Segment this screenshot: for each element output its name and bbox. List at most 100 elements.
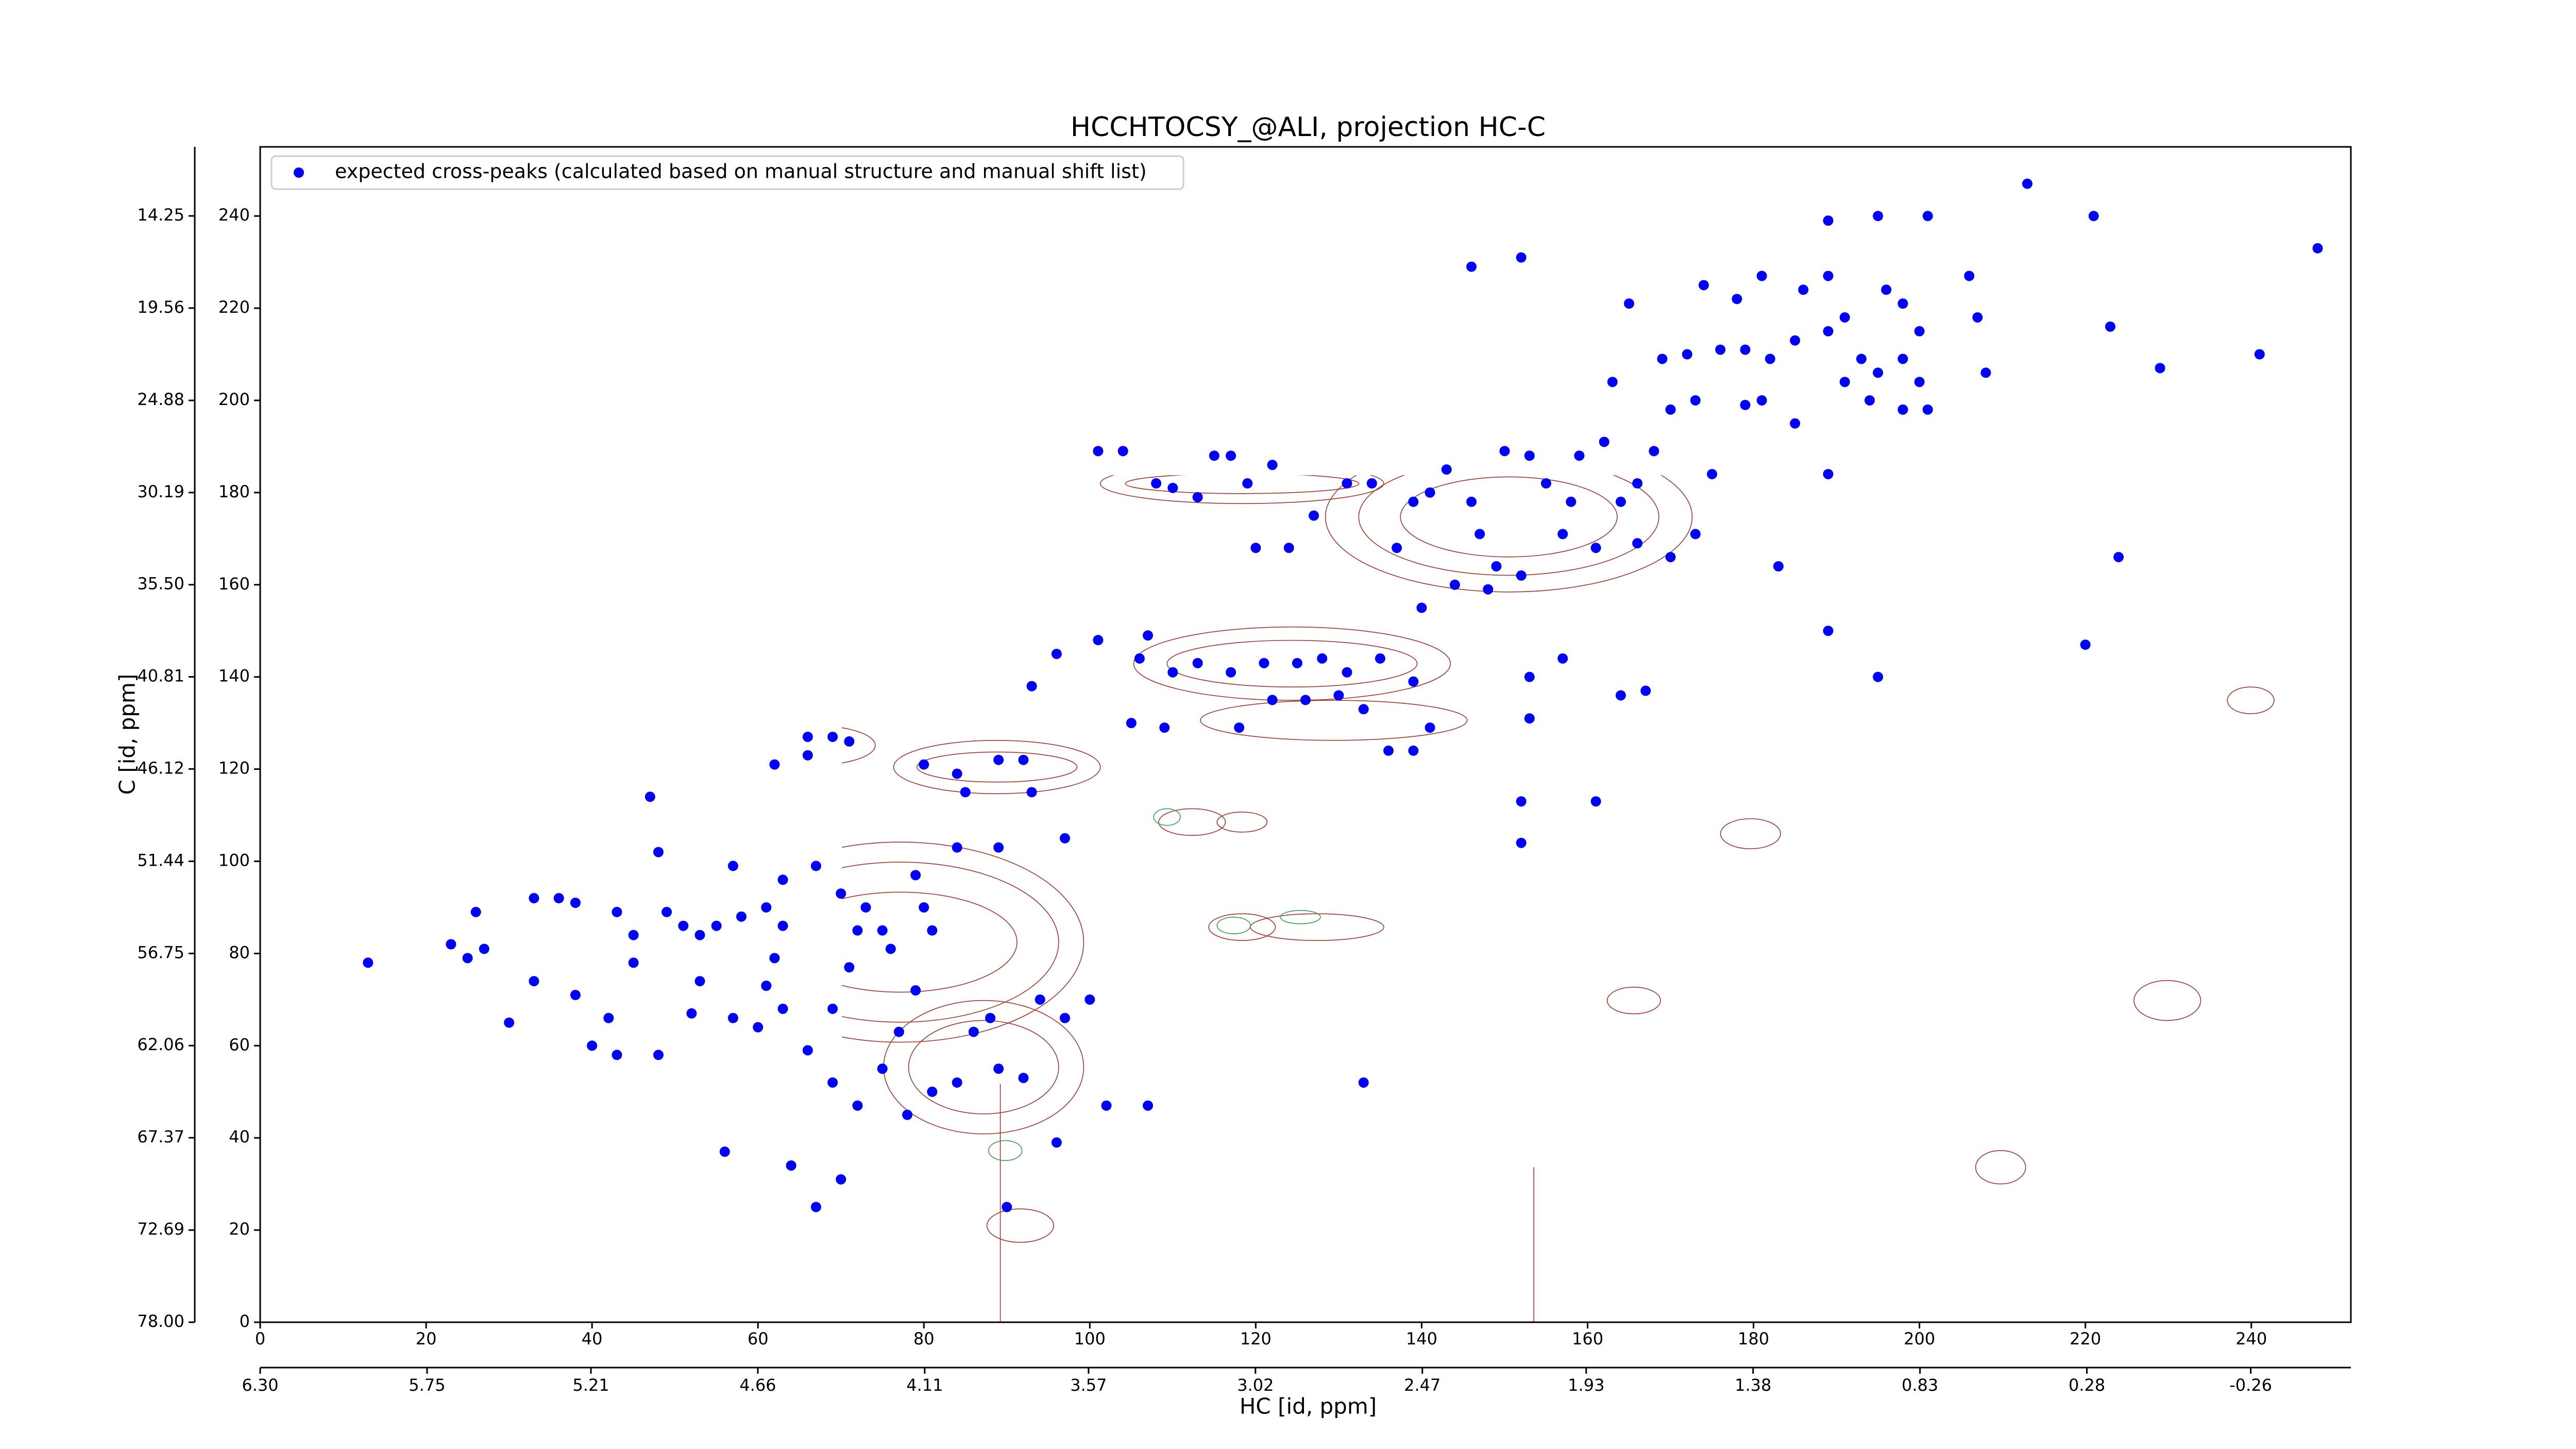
x2-tick-label: 1.38 [1735, 1375, 1771, 1395]
cross-peak [1342, 478, 1352, 488]
cross-peak [1682, 349, 1692, 360]
cross-peak [1192, 658, 1203, 668]
cross-peak [1358, 704, 1369, 715]
x2-tick-label: 3.57 [1070, 1375, 1107, 1395]
y2-tick-label: 46.12 [137, 758, 184, 778]
cross-peak [1483, 584, 1494, 595]
cross-peak [802, 1045, 813, 1056]
cross-peak [1897, 298, 1908, 309]
cross-peak [678, 920, 689, 931]
y2-tick-label: 30.19 [137, 482, 184, 501]
x2-tick-label: 2.47 [1404, 1375, 1440, 1395]
cross-peak [1740, 399, 1751, 410]
cross-peak [844, 962, 855, 973]
cross-peak [1615, 690, 1626, 701]
cross-peak [645, 791, 655, 802]
plot-frame [259, 146, 2352, 1323]
cross-peak [1333, 690, 1344, 701]
x2-tick-label: 1.93 [1568, 1375, 1604, 1395]
cross-peak [885, 943, 896, 954]
cross-peak [1897, 404, 1908, 415]
cross-peak [902, 1109, 913, 1120]
cross-peak [1839, 377, 1850, 387]
cross-peak [1798, 284, 1809, 295]
x-axis-label: HC [id, ppm] [1240, 1394, 1377, 1419]
y-tick-label: 40 [229, 1127, 250, 1147]
cross-peak [1524, 671, 1535, 682]
cross-peak [628, 930, 639, 940]
cross-peak [1574, 450, 1585, 461]
cross-peak [1964, 271, 1975, 281]
cross-peak [1441, 464, 1452, 475]
x-tick-label: 140 [1406, 1329, 1437, 1349]
cross-peak [877, 1064, 888, 1074]
cross-peak [927, 925, 938, 936]
cross-peak [852, 1100, 863, 1111]
cross-peak [777, 874, 788, 885]
cross-peak [1084, 994, 1095, 1005]
cross-peak [860, 902, 871, 913]
cross-peak [479, 943, 489, 954]
y2-tick-label: 40.81 [137, 666, 184, 686]
cross-peak [1051, 1137, 1062, 1148]
cross-peak [968, 1026, 979, 1037]
cross-peak [1665, 552, 1676, 563]
y-tick-label: 20 [229, 1219, 250, 1239]
cross-peak [1599, 436, 1609, 447]
y-tick-label: 120 [218, 759, 250, 778]
cross-peak [993, 754, 1004, 765]
cross-peak [919, 759, 929, 770]
cross-peak [952, 1077, 962, 1088]
y2-tick-label: 14.25 [137, 205, 184, 225]
cross-peak [1566, 496, 1577, 507]
x-tick-label: 20 [416, 1329, 437, 1349]
y-tick-label: 140 [218, 666, 250, 686]
cross-peak [993, 842, 1004, 853]
cross-peak [736, 911, 747, 922]
cross-peak [1914, 326, 1925, 336]
cross-peak [1143, 1100, 1154, 1111]
legend-marker [294, 167, 304, 178]
cross-peak [603, 1013, 614, 1023]
cross-peak [1317, 653, 1328, 664]
cross-peak [1516, 837, 1527, 848]
cross-peak [1873, 211, 1884, 222]
cross-peak [1756, 271, 1767, 281]
cross-peak [1449, 579, 1460, 590]
cross-peak [761, 981, 772, 991]
cross-peak [2022, 178, 2032, 189]
cross-peak [662, 906, 672, 917]
x2-tick-label: 0.83 [1902, 1375, 1938, 1395]
x-tick-label: 60 [748, 1329, 769, 1349]
x-tick-label: 180 [1738, 1329, 1769, 1349]
cross-peak [686, 1008, 697, 1019]
cross-peak [1715, 344, 1726, 355]
cross-peak [1234, 722, 1245, 733]
cross-peak [1309, 510, 1319, 521]
cross-peak [1209, 450, 1219, 461]
cross-peak [1267, 695, 1278, 705]
cross-peak [1134, 653, 1145, 664]
cross-peak [1242, 478, 1253, 488]
cross-peak [769, 953, 780, 964]
x2-tick-label: 4.11 [906, 1375, 943, 1395]
cross-peak [1283, 543, 1294, 553]
cross-peak [1226, 667, 1236, 678]
y-tick-label: 220 [218, 297, 250, 317]
cross-peak [653, 847, 664, 857]
cross-peak [1060, 833, 1071, 844]
cross-peak [2088, 211, 2099, 222]
cross-peak [1366, 478, 1377, 488]
y2-tick-label: 67.37 [137, 1127, 184, 1147]
cross-peak [1740, 344, 1751, 355]
cross-peak [827, 1077, 838, 1088]
cross-peak [1466, 496, 1477, 507]
cross-peak [1267, 460, 1278, 470]
x2-tick-label: 4.66 [739, 1375, 776, 1395]
x-tick-label: 160 [1572, 1329, 1603, 1349]
cross-peak [1881, 284, 1892, 295]
cross-peak [1491, 561, 1502, 572]
cross-peak [1143, 630, 1154, 641]
cross-peak [810, 861, 821, 871]
